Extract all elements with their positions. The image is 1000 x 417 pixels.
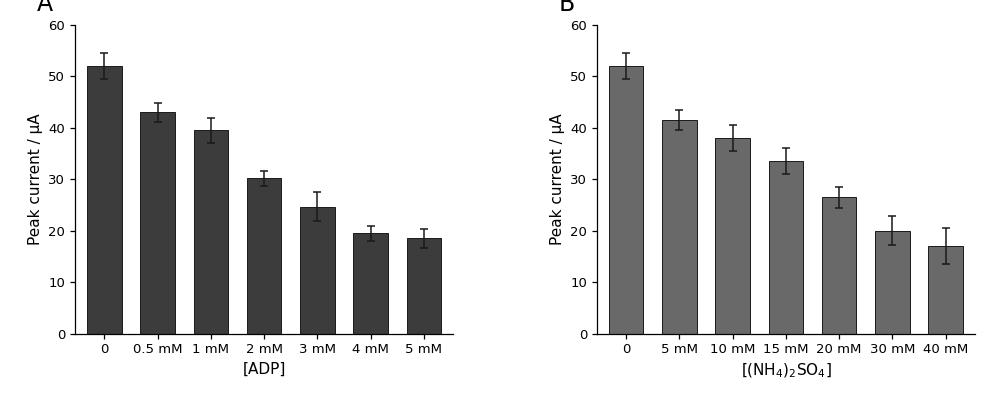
Bar — [87, 66, 122, 334]
Text: B: B — [559, 0, 575, 16]
Bar — [194, 131, 228, 334]
Bar — [662, 120, 697, 334]
Bar — [822, 197, 856, 334]
Text: A: A — [37, 0, 53, 16]
Bar — [247, 178, 281, 334]
Bar — [928, 246, 963, 334]
Bar — [609, 66, 643, 334]
X-axis label: [(NH$_4$)$_2$SO$_4$]: [(NH$_4$)$_2$SO$_4$] — [741, 362, 831, 380]
Bar — [140, 113, 175, 334]
Y-axis label: Peak current / μA: Peak current / μA — [28, 113, 43, 245]
Bar — [407, 239, 441, 334]
Bar — [875, 231, 910, 334]
Y-axis label: Peak current / μA: Peak current / μA — [550, 113, 565, 245]
Bar — [715, 138, 750, 334]
Bar — [300, 206, 335, 334]
Bar — [769, 161, 803, 334]
Bar — [353, 234, 388, 334]
X-axis label: [ADP]: [ADP] — [242, 362, 286, 377]
